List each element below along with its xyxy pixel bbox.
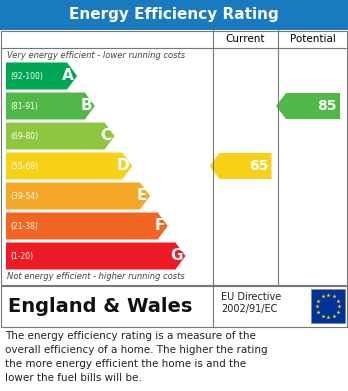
Text: B: B [80,99,92,113]
Text: Current: Current [226,34,265,44]
Bar [1,286,347,327]
Polygon shape [6,93,95,120]
Text: A: A [62,68,74,84]
Polygon shape [6,152,132,179]
Polygon shape [6,183,150,210]
Bar [1,31,347,285]
Text: (21-38): (21-38) [10,221,38,231]
Text: England & Wales: England & Wales [8,296,192,316]
Text: (81-91): (81-91) [10,102,38,111]
Text: G: G [170,249,182,264]
Polygon shape [6,242,185,269]
Text: 65: 65 [249,159,269,173]
Text: The energy efficiency rating is a measure of the: The energy efficiency rating is a measur… [5,331,256,341]
Text: EU Directive: EU Directive [221,292,281,302]
Text: Very energy efficient - lower running costs: Very energy efficient - lower running co… [7,51,185,60]
Text: F: F [154,219,165,233]
Text: 85: 85 [317,99,337,113]
Polygon shape [209,153,271,179]
Polygon shape [6,122,114,149]
Text: (39-54): (39-54) [10,192,38,201]
Text: 2002/91/EC: 2002/91/EC [221,304,277,314]
Bar [311,289,345,323]
Polygon shape [6,63,77,90]
Text: overall efficiency of a home. The higher the rating: overall efficiency of a home. The higher… [5,345,268,355]
Text: the more energy efficient the home is and the: the more energy efficient the home is an… [5,359,246,369]
Text: lower the fuel bills will be.: lower the fuel bills will be. [5,373,142,383]
Text: Energy Efficiency Rating: Energy Efficiency Rating [69,7,279,23]
Polygon shape [276,93,340,119]
Text: (92-100): (92-100) [10,72,43,81]
Text: C: C [100,129,111,143]
Text: (1-20): (1-20) [10,251,33,260]
Bar [0,0,348,30]
Text: E: E [136,188,147,203]
Polygon shape [6,212,168,240]
Text: D: D [117,158,129,174]
Text: (55-68): (55-68) [10,161,38,170]
Text: (69-80): (69-80) [10,131,38,140]
Text: Potential: Potential [290,34,336,44]
Text: Not energy efficient - higher running costs: Not energy efficient - higher running co… [7,272,185,281]
